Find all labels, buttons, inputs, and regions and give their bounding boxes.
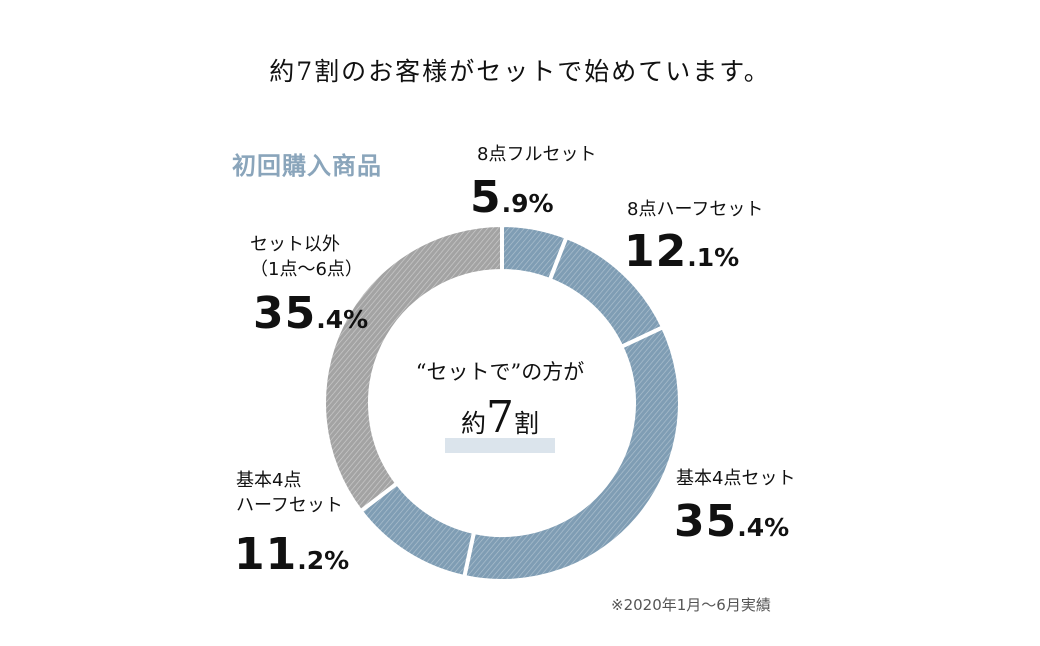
slice-value-2-int: 35 [674,496,738,547]
slice-value-3-dec: .2% [297,546,350,575]
donut-slice-2 [461,324,682,583]
donut-slice-4 [322,222,504,515]
slice-value-1-dec: .1% [687,243,740,272]
center-highlight: 約7割 [445,392,555,458]
slice-value-1-int: 12 [624,226,688,277]
chart-title: 初回購入商品 [232,152,382,180]
slice-label-0: 8点フルセット [477,142,596,167]
center-highlight-bar [445,438,555,453]
slice-label-4: セット以外 （1点〜6点） [250,232,363,282]
slice-value-1: 12.1% [624,230,739,274]
slice-label-3-line-1: ハーフセット [236,495,343,516]
slice-label-2: 基本4点セット [676,466,795,491]
slice-value-2: 35.4% [674,500,789,544]
slice-value-2-dec: .4% [737,513,790,542]
slice-value-3-int: 11 [234,529,298,580]
slice-value-0-int: 5 [470,172,502,223]
center-prefix: 約 [460,409,486,438]
slice-value-4-int: 35 [253,288,317,339]
center-caption: “セットで”の方が [415,360,585,384]
slice-label-3: 基本4点 ハーフセット [236,468,343,518]
center-number: 7 [486,392,514,443]
slice-label-4-line-1: （1点〜6点） [250,259,363,280]
slice-label-0-line-0: 8点フルセット [477,144,597,165]
center-suffix: 割 [514,409,540,438]
slice-value-0-dec: .9% [501,189,554,218]
footnote: ※2020年1月〜6月実績 [611,596,771,614]
headline: 約7割のお客様がセットで始めています。 [269,57,771,86]
slice-value-4-dec: .4% [316,305,369,334]
slice-label-1-line-0: 8点ハーフセット [627,199,764,220]
slice-label-4-line-0: セット以外 [250,234,340,255]
slice-label-1: 8点ハーフセット [627,197,763,222]
slice-value-3: 11.2% [234,533,349,577]
slice-value-4: 35.4% [253,292,368,336]
slice-value-0: 5.9% [470,176,554,220]
slice-label-2-line-0: 基本4点セット [676,468,796,489]
slice-label-3-line-0: 基本4点 [236,470,302,491]
